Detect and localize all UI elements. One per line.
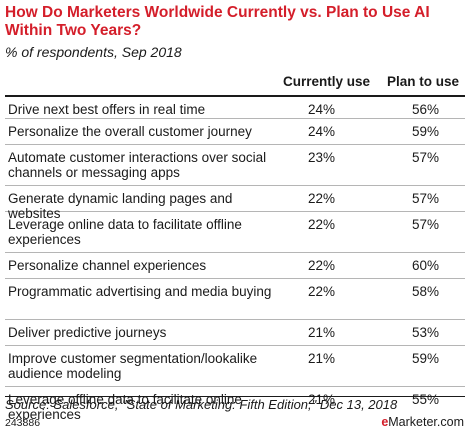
row-label: Drive next best offers in real time <box>8 102 206 117</box>
value-plan-to-use: 57% <box>412 217 440 232</box>
row-label: Automate customer interactions over soci… <box>8 150 267 180</box>
row-label: Generate dynamic landing pages and websi… <box>8 191 233 221</box>
table-row: Drive next best offers in real time 24% 56… <box>5 97 465 119</box>
brand-logo-e: e <box>381 415 389 429</box>
brand-logo-name: Marketer <box>388 415 437 429</box>
value-currently-use: 21% <box>308 351 336 366</box>
value-currently-use: 23% <box>308 150 336 165</box>
column-header-plan-to-use: Plan to use <box>387 74 460 89</box>
table-row: Improve customer segmentation/lookalike … <box>5 346 465 387</box>
value-plan-to-use: 55% <box>412 392 440 407</box>
value-plan-to-use: 53% <box>412 325 440 340</box>
row-label: Personalize the overall customer journey <box>8 124 252 139</box>
table-row: Deliver predictive journeys 21% 53% <box>5 320 465 346</box>
row-label: Improve customer segmentation/lookalike … <box>8 351 258 381</box>
chart-id: 243886 <box>5 417 41 429</box>
footer-rule <box>5 396 465 397</box>
value-plan-to-use: 57% <box>412 150 440 165</box>
table-row: Personalize the overall customer journey… <box>5 119 465 145</box>
column-header-currently-use: Currently use <box>283 74 371 89</box>
source-note: Source: Salesforce, "State of Marketing:… <box>5 397 398 412</box>
value-plan-to-use: 56% <box>412 102 440 117</box>
value-currently-use: 22% <box>308 284 336 299</box>
row-label: Leverage online data to facilitate offli… <box>8 217 242 247</box>
table-row: Leverage online data to facilitate offli… <box>5 212 465 253</box>
row-label: Deliver predictive journeys <box>8 325 167 340</box>
row-label: Leverage offline data to facilitate onli… <box>8 392 242 422</box>
table-row: Generate dynamic landing pages and websi… <box>5 186 465 221</box>
value-currently-use: 24% <box>308 124 336 139</box>
table-row: Programmatic advertising and media buyin… <box>5 279 465 320</box>
table-row: Personalize channel experiences 22% 60% <box>5 253 465 279</box>
chart-subtitle: % of respondents, Sep 2018 <box>5 44 182 60</box>
header-rule <box>5 95 465 97</box>
value-currently-use: 24% <box>308 102 336 117</box>
value-plan-to-use: 59% <box>412 124 440 139</box>
row-label: Programmatic advertising and media buyin… <box>8 284 272 299</box>
brand-logo-suffix: .com <box>436 415 464 429</box>
brand-logo: eMarketer.com <box>381 414 464 430</box>
value-currently-use: 22% <box>308 217 336 232</box>
row-label: Personalize channel experiences <box>8 258 207 273</box>
chart-title: How Do Marketers Worldwide Currently vs.… <box>5 4 430 39</box>
value-currently-use: 22% <box>308 191 336 206</box>
value-plan-to-use: 59% <box>412 351 440 366</box>
value-currently-use: 22% <box>308 258 336 273</box>
value-currently-use: 21% <box>308 392 336 407</box>
value-plan-to-use: 58% <box>412 284 440 299</box>
value-plan-to-use: 57% <box>412 191 440 206</box>
table-row: Leverage offline data to facilitate onli… <box>5 387 465 428</box>
value-plan-to-use: 60% <box>412 258 440 273</box>
table-row: Automate customer interactions over soci… <box>5 145 465 186</box>
value-currently-use: 21% <box>308 325 336 340</box>
